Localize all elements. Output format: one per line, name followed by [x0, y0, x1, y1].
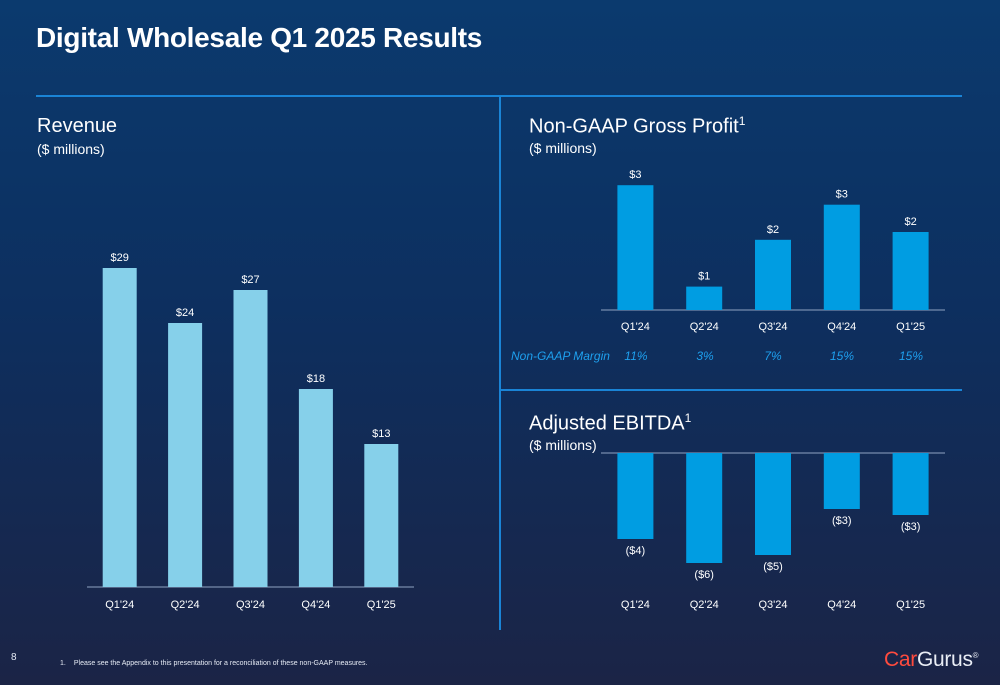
category-label: Q3'24	[758, 599, 787, 611]
logo-gurus: Gurus	[916, 648, 973, 671]
gross-profit-subtitle: ($ millions)	[529, 140, 597, 156]
category-label: Q1'25	[367, 599, 396, 611]
revenue-title: Revenue	[37, 115, 118, 137]
bar-Q3-24	[755, 453, 791, 555]
bar-Q4-24	[823, 453, 860, 509]
data-label: ($3)	[832, 515, 852, 527]
data-label: ($6)	[694, 569, 714, 581]
data-label: ($5)	[763, 561, 783, 573]
data-label: $3	[836, 189, 848, 201]
category-label: Q1'24	[105, 599, 134, 611]
category-label: Q2'24	[171, 599, 200, 611]
category-label: Q1'24	[621, 599, 650, 611]
category-label: Q2'24	[690, 599, 719, 611]
gross-profit-title: Non-GAAP Gross Profit1	[529, 114, 745, 139]
middle-divider	[501, 389, 962, 391]
data-label: $2	[767, 224, 779, 236]
gross-profit-title-text: Non-GAAP Gross Profit	[529, 115, 739, 138]
gross-profit-footnote-mark: 1	[738, 114, 746, 128]
category-label: Q3'24	[236, 599, 265, 611]
data-label: $2	[904, 216, 916, 228]
data-label: $13	[372, 428, 390, 440]
category-label: Q1'25	[896, 599, 925, 611]
ebitda-footnote-mark: 1	[684, 411, 692, 425]
margin-value: 7%	[764, 349, 782, 363]
bar-Q2-24	[686, 453, 723, 563]
bar-Q1-24	[617, 185, 654, 310]
bar-Q2-24	[168, 323, 203, 587]
margin-value: 11%	[624, 349, 648, 363]
margin-row: Non-GAAP Margin 11% 3% 7% 15% 15%	[501, 349, 962, 369]
bar-Q4-24	[298, 389, 333, 587]
page-number: 8	[11, 652, 17, 663]
category-label: Q4'24	[827, 321, 856, 333]
margin-value: 15%	[829, 349, 855, 363]
category-label: Q2'24	[690, 321, 719, 333]
data-label: $29	[111, 252, 129, 264]
bar-Q1-25	[892, 453, 929, 515]
vertical-divider	[499, 95, 501, 630]
cargurus-logo: CarGurus®	[884, 648, 979, 672]
category-label: Q4'24	[827, 599, 856, 611]
data-label: ($4)	[626, 545, 646, 557]
category-label: Q1'24	[621, 321, 650, 333]
data-label: $18	[307, 373, 325, 385]
category-label: Q3'24	[758, 321, 787, 333]
data-label: $27	[241, 274, 259, 286]
bar-Q4-24	[823, 204, 860, 310]
category-label: Q1'25	[896, 321, 925, 333]
ebitda-title-text: Adjusted EBITDA	[529, 412, 685, 435]
data-label: $3	[629, 169, 641, 181]
footnote-number: 1.	[60, 660, 66, 667]
data-label: $1	[698, 271, 710, 283]
ebitda-title: Adjusted EBITDA1	[529, 411, 691, 436]
bar-Q3-24	[755, 239, 791, 310]
bar-Q1-25	[364, 444, 399, 587]
data-label: ($3)	[901, 521, 921, 533]
logo-car: Car	[884, 648, 917, 671]
margin-value: 15%	[898, 349, 924, 363]
revenue-subtitle: ($ millions)	[37, 141, 105, 157]
margin-value: 3%	[696, 349, 714, 363]
logo-registered: ®	[972, 651, 979, 660]
category-label: Q4'24	[301, 599, 330, 611]
bar-Q2-24	[686, 286, 723, 310]
bar-Q1-24	[617, 453, 654, 539]
footnote-text: Please see the Appendix to this presenta…	[73, 660, 368, 667]
margin-row-label: Non-GAAP Margin	[511, 349, 610, 363]
footnote: 1. Please see the Appendix to this presen…	[60, 660, 368, 667]
bar-Q1-25	[892, 232, 929, 310]
ebitda-subtitle: ($ millions)	[529, 437, 597, 453]
slide-title: Digital Wholesale Q1 2025 Results	[36, 22, 483, 53]
bar-Q1-24	[102, 268, 137, 587]
bar-Q3-24	[233, 290, 268, 587]
data-label: $24	[176, 307, 194, 319]
